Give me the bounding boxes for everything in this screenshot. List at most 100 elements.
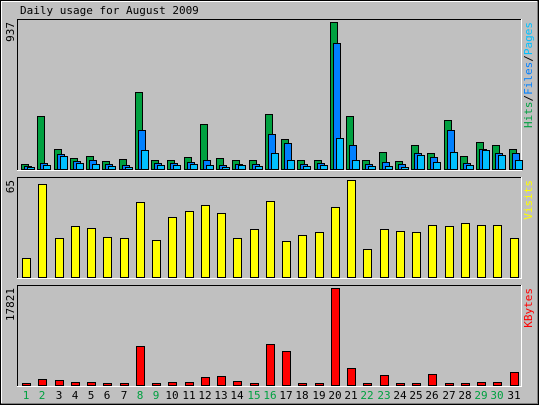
x-axis-day-labels: 1 2 3 4 5 6 7 8 9 10 11 12 13 14 15 16 17 18 19 20 21 22 23 24 2… xyxy=(23,389,521,402)
bar-visits-day-21 xyxy=(347,180,356,278)
bar-visits-day-23 xyxy=(380,229,389,278)
x-tick-label-day-18: 18 xyxy=(295,389,308,402)
bar-visits-day-20 xyxy=(331,207,340,278)
x-tick-label-day-15: 15 xyxy=(247,389,260,402)
bar-kbytes-day-15 xyxy=(250,383,259,386)
bar-kbytes-day-22 xyxy=(363,383,372,386)
panel-usage-legend-part-2: Files xyxy=(522,62,535,95)
bar-visits-day-22 xyxy=(363,249,372,278)
bar-visits-day-17 xyxy=(282,241,291,278)
x-tick-label-day-17: 17 xyxy=(279,389,292,402)
bar-pages-day-23 xyxy=(385,166,393,170)
bar-pages-day-5 xyxy=(92,164,100,170)
bar-visits-day-9 xyxy=(152,240,161,278)
bar-pages-day-8 xyxy=(141,150,149,170)
bar-visits-day-30 xyxy=(493,225,502,278)
bar-pages-day-13 xyxy=(222,167,230,170)
x-tick-label-day-9: 9 xyxy=(153,389,160,402)
bar-pages-day-1 xyxy=(27,167,35,170)
bar-kbytes-day-24 xyxy=(396,383,405,386)
bar-kbytes-day-28 xyxy=(461,383,470,386)
bar-kbytes-day-6 xyxy=(103,383,112,386)
bar-visits-day-5 xyxy=(87,228,96,278)
x-tick-label-day-8: 8 xyxy=(137,389,144,402)
bar-visits-day-10 xyxy=(168,217,177,278)
x-tick-label-day-31: 31 xyxy=(507,389,520,402)
bar-visits-day-4 xyxy=(71,226,80,278)
bar-visits-day-14 xyxy=(233,238,242,278)
x-tick-label-day-24: 24 xyxy=(393,389,407,402)
bar-kbytes-day-23 xyxy=(380,375,389,386)
bar-pages-day-25 xyxy=(417,155,425,170)
bar-pages-day-22 xyxy=(368,166,376,170)
bar-visits-day-19 xyxy=(315,232,324,278)
x-tick-label-day-25: 25 xyxy=(409,389,422,402)
x-tick-label-day-28: 28 xyxy=(458,389,471,402)
panel-usage-legend-part-4: Pages xyxy=(522,22,535,55)
bar-pages-day-30 xyxy=(498,155,506,170)
x-tick-label-day-13: 13 xyxy=(214,389,227,402)
bar-kbytes-day-27 xyxy=(445,383,454,386)
x-tick-label-day-23: 23 xyxy=(377,389,390,402)
bar-pages-day-2 xyxy=(43,165,51,170)
x-tick-label-day-12: 12 xyxy=(198,389,211,402)
x-tick-label-day-22: 22 xyxy=(360,389,373,402)
bar-visits-day-25 xyxy=(412,232,421,278)
panel-usage-legend: Hits/Files/Pages xyxy=(522,22,535,128)
bar-pages-day-15 xyxy=(255,166,263,170)
bar-kbytes-day-13 xyxy=(217,376,226,386)
bar-kbytes-day-29 xyxy=(477,382,486,386)
bar-pages-day-19 xyxy=(320,165,328,170)
bar-kbytes-day-2 xyxy=(38,379,47,386)
bar-pages-day-3 xyxy=(60,156,68,170)
bar-pages-day-20 xyxy=(336,138,344,170)
bar-kbytes-day-18 xyxy=(298,383,307,386)
x-tick-label-day-27: 27 xyxy=(442,389,455,402)
bar-kbytes-day-7 xyxy=(120,383,129,386)
bar-pages-day-27 xyxy=(450,152,458,170)
bar-visits-day-28 xyxy=(461,223,470,278)
bar-pages-day-18 xyxy=(303,166,311,170)
x-tick-label-day-3: 3 xyxy=(56,389,63,402)
x-tick-label-day-16: 16 xyxy=(263,389,276,402)
chart-title: Daily usage for August 2009 xyxy=(20,4,199,17)
bar-pages-day-14 xyxy=(238,165,246,170)
panel-visits-legend: Visits xyxy=(522,180,535,220)
bar-kbytes-day-19 xyxy=(315,383,324,386)
bar-kbytes-day-11 xyxy=(185,382,194,386)
bar-pages-day-21 xyxy=(352,160,360,170)
bar-visits-day-27 xyxy=(445,226,454,278)
bar-visits-day-26 xyxy=(428,225,437,278)
bar-pages-day-6 xyxy=(108,166,116,170)
bar-visits-day-29 xyxy=(477,225,486,278)
x-tick-label-day-30: 30 xyxy=(490,389,503,402)
bar-visits-day-1 xyxy=(22,258,31,278)
bar-pages-day-26 xyxy=(433,162,441,170)
bar-visits-day-7 xyxy=(120,238,129,278)
bar-kbytes-day-9 xyxy=(152,383,161,386)
bar-kbytes-day-21 xyxy=(347,368,356,386)
panel-kbytes-max-label: 17821 xyxy=(4,288,17,321)
x-tick-label-day-1: 1 xyxy=(23,389,30,402)
x-tick-label-day-11: 11 xyxy=(182,389,195,402)
x-tick-label-day-29: 29 xyxy=(474,389,487,402)
bar-pages-day-4 xyxy=(76,163,84,170)
x-tick-label-day-7: 7 xyxy=(121,389,128,402)
bar-pages-day-11 xyxy=(190,164,198,170)
panel-usage-legend-part-1: / xyxy=(522,95,535,102)
bar-kbytes-day-26 xyxy=(428,374,437,386)
bar-pages-day-31 xyxy=(515,160,523,170)
x-tick-label-day-10: 10 xyxy=(165,389,178,402)
bar-visits-day-24 xyxy=(396,231,405,278)
bar-kbytes-day-1 xyxy=(22,383,31,386)
x-tick-label-day-14: 14 xyxy=(230,389,244,402)
bar-pages-day-17 xyxy=(287,160,295,170)
bar-visits-day-8 xyxy=(136,202,145,278)
x-tick-label-day-2: 2 xyxy=(39,389,46,402)
x-tick-label-day-4: 4 xyxy=(72,389,79,402)
bar-kbytes-day-25 xyxy=(412,383,421,386)
x-tick-label-day-20: 20 xyxy=(328,389,341,402)
bar-pages-day-10 xyxy=(173,165,181,170)
